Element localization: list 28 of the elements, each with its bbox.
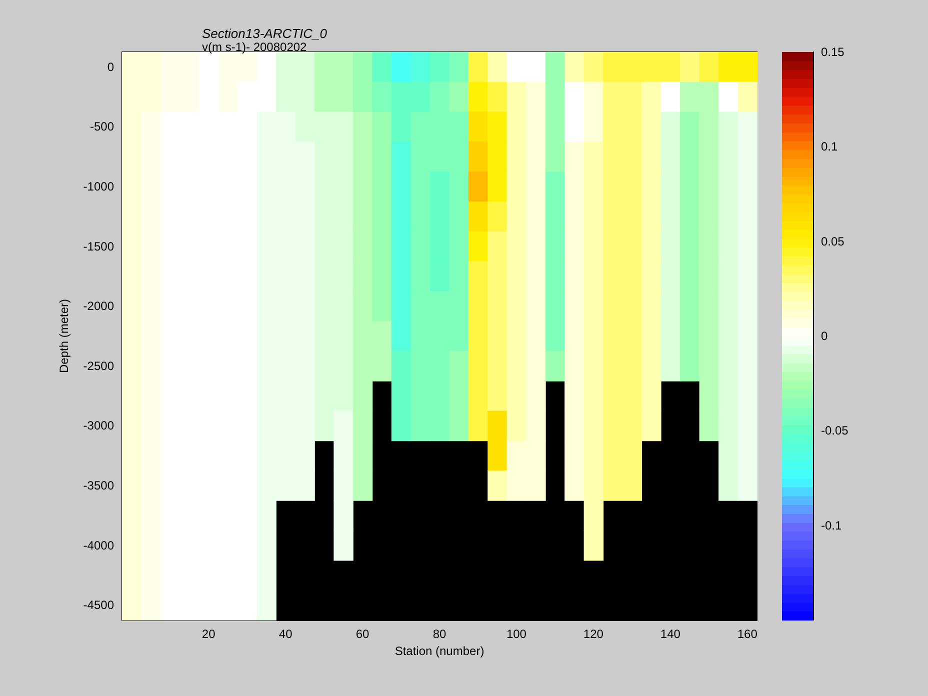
x-tick-label: 160 xyxy=(737,627,758,641)
chart-subtitle: v(m s-1)- 20080202 xyxy=(202,40,308,54)
color-bar-label: 0.05 xyxy=(821,234,845,248)
y-tick-label: -3500 xyxy=(83,478,114,492)
color-bar-label: -0.05 xyxy=(821,424,849,438)
chart-title: Section13-ARCTIC_0 xyxy=(202,26,328,41)
x-tick-label: 40 xyxy=(278,627,293,641)
y-tick-label: -1500 xyxy=(83,239,114,254)
x-tick-label: 20 xyxy=(202,627,216,641)
y-tick-label: -2500 xyxy=(83,358,114,373)
x-tick-label: 80 xyxy=(432,627,446,641)
y-tick-label: -1000 xyxy=(83,180,114,194)
x-tick-label: 120 xyxy=(583,627,604,641)
y-axis-title: Depth (meter) xyxy=(57,298,71,374)
y-tick-label: -4000 xyxy=(83,538,114,552)
x-tick-label: 140 xyxy=(660,627,681,641)
color-bar-label: 0.15 xyxy=(821,45,845,59)
y-tick-label: -2000 xyxy=(83,299,114,314)
y-tick-label: 0 xyxy=(107,60,114,74)
y-tick-label: -3000 xyxy=(83,418,114,433)
color-bar-label: 0.1 xyxy=(821,140,838,154)
y-tick-label: -4500 xyxy=(83,598,114,612)
x-axis-title: Station (number) xyxy=(394,644,484,658)
y-tick-label: -500 xyxy=(90,120,114,134)
x-tick-label: 60 xyxy=(356,627,370,641)
x-tick-label: 100 xyxy=(506,627,527,641)
color-bar-label: 0 xyxy=(821,329,828,343)
color-bar-label: -0.1 xyxy=(821,518,842,532)
